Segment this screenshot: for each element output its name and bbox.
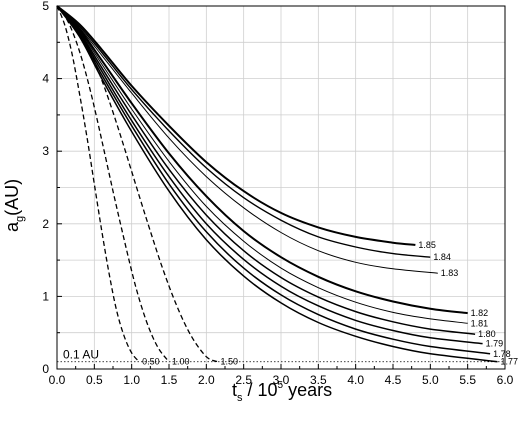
x-tick-label: 5.0 [422, 373, 439, 387]
y-tick-label: 0 [42, 362, 49, 376]
series-line-1.80 [56, 5, 476, 335]
y-axis-label-sub: g [14, 216, 26, 222]
x-tick-label: 6.0 [497, 373, 514, 387]
series-label-1.81: 1.81 [471, 318, 489, 328]
y-tick-labels: 0 1 2 3 4 5 [42, 0, 49, 376]
series-label-1.83: 1.83 [441, 268, 459, 278]
series-line-1.00 [56, 5, 170, 363]
series-label-1.79: 1.79 [486, 339, 504, 349]
series-label-1.50: 1.50 [221, 357, 239, 367]
series-label-1.82: 1.82 [471, 308, 489, 318]
series-label-1.85: 1.85 [418, 240, 436, 250]
x-axis-label-tail: years [283, 380, 332, 400]
y-tick-label: 3 [42, 144, 49, 158]
series-line-1.81 [56, 5, 468, 324]
series-group [56, 5, 498, 363]
series-label-1.77: 1.77 [501, 357, 519, 367]
series-label-1.78: 1.78 [493, 349, 511, 359]
x-tick-label: 3.0 [273, 373, 290, 387]
y-axis-label-base: a [2, 221, 22, 232]
series-line-1.85 [56, 5, 416, 246]
curve-labels: 1.85 1.84 1.83 1.821.811.801.791.781.77 0.50… [142, 240, 518, 367]
y-tick-label: 5 [42, 0, 49, 13]
x-tick-label: 2.5 [235, 373, 252, 387]
x-tick-label: 1.0 [123, 373, 140, 387]
series-line-1.84 [56, 5, 431, 258]
x-axis-label-sub: s [237, 392, 243, 404]
x-axis-label: ts / 105 years [232, 380, 332, 404]
series-line-1.83 [56, 5, 438, 274]
x-tick-label: 3.5 [310, 373, 327, 387]
axis-ticks [56, 5, 506, 370]
series-label-1.84: 1.84 [433, 252, 451, 262]
y-tick-label: 1 [42, 289, 49, 303]
x-tick-label: 4.0 [347, 373, 364, 387]
y-axis-label: ag(AU) [2, 179, 26, 232]
y-tick-label: 4 [42, 72, 49, 86]
x-tick-label: 2.0 [198, 373, 215, 387]
series-label-1.80: 1.80 [478, 329, 496, 339]
y-axis-label-tail: (AU) [2, 179, 22, 216]
x-axis-label-base: t [232, 380, 237, 400]
series-line-1.79 [56, 5, 483, 345]
x-tick-label: 1.5 [161, 373, 178, 387]
series-line-1.77 [56, 5, 498, 363]
x-tick-label: 0.5 [86, 373, 103, 387]
x-axis-label-sup: 5 [278, 380, 284, 391]
series-label-0.50: 0.50 [142, 357, 160, 367]
series-label-1.00: 1.00 [172, 357, 190, 367]
x-tick-label: 4.5 [385, 373, 402, 387]
x-tick-labels: 0.0 0.5 1.0 1.5 2.0 2.5 3.0 3.5 4.0 4.5 5.0 5.5 6.0 [49, 373, 514, 387]
series-line-0.50 [56, 5, 140, 363]
series-line-1.82 [56, 5, 468, 315]
series-line-1.78 [56, 5, 491, 355]
grid-lines [57, 6, 505, 369]
y-tick-label: 2 [42, 217, 49, 231]
x-tick-label: 5.5 [459, 373, 476, 387]
reference-line-label: 0.1 AU [63, 348, 99, 362]
x-axis-label-mid: / 10 [243, 380, 278, 400]
x-tick-label: 0.0 [49, 373, 66, 387]
series-line-1.50 [56, 5, 218, 363]
